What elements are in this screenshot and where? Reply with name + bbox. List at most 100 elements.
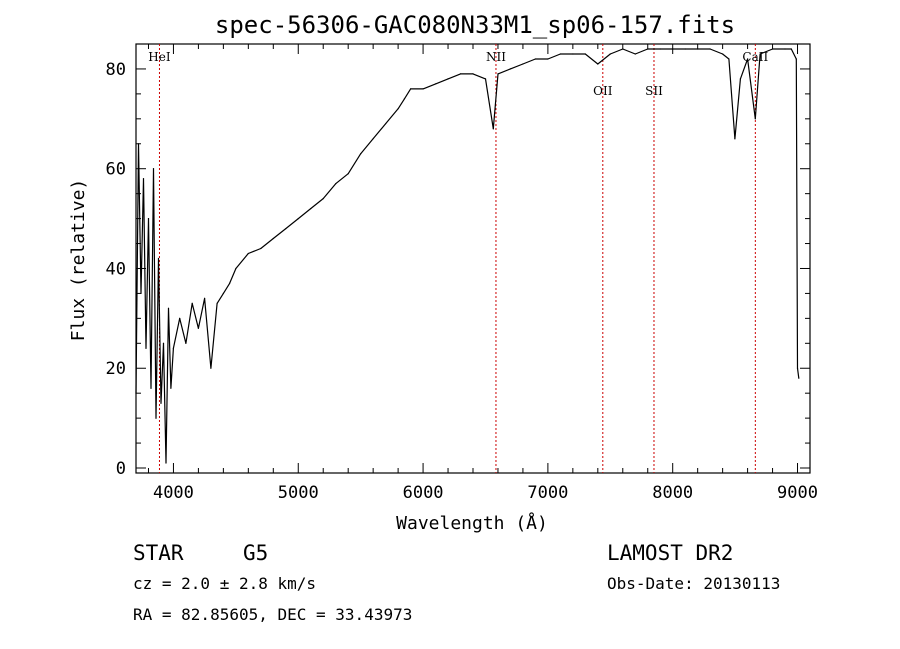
spectrum-point — [145, 347, 147, 349]
spectrum-point — [191, 302, 193, 304]
spectral-line-label: SII — [645, 84, 663, 98]
spectrum-point — [235, 267, 237, 270]
ra-dec-coordinates: RA = 82.85605, DEC = 33.43973 — [133, 605, 412, 624]
spectrum-point — [216, 302, 218, 304]
spectrum-point — [335, 183, 337, 185]
spectrum-point — [728, 58, 730, 60]
x-tick-label: 4000 — [153, 483, 194, 503]
survey-release: LAMOST DR2 — [607, 541, 733, 565]
spectrum-series — [135, 48, 800, 464]
spectrum-point — [297, 218, 299, 220]
spectrum-point — [137, 143, 140, 145]
spectrum-point — [709, 48, 711, 50]
spectrum-point — [403, 98, 405, 100]
spectrum-point — [472, 73, 474, 75]
spectrum-point — [739, 78, 742, 80]
y-tick-label: 80 — [106, 60, 126, 80]
x-tick-label: 9000 — [777, 483, 818, 503]
spectrum-point — [754, 118, 756, 120]
spectrum-point — [157, 257, 160, 260]
spectrum-line — [135, 48, 800, 464]
spectrum-point — [422, 88, 424, 90]
spectrum-point — [162, 342, 165, 344]
redshift-cz: cz = 2.0 ± 2.8 km/s — [133, 574, 316, 593]
spectrum-point — [285, 228, 287, 230]
spectrum-point — [795, 58, 797, 60]
spectrum-point — [272, 237, 274, 240]
spectrum-point — [484, 78, 487, 80]
x-tick-label: 7000 — [527, 483, 568, 503]
spectrum-point — [684, 48, 686, 50]
spectrum-point — [385, 123, 387, 125]
spectrum-point — [360, 153, 362, 155]
y-tick-label: 0 — [116, 459, 126, 479]
spectrum-point — [179, 317, 181, 319]
y-tick-label: 60 — [106, 160, 126, 180]
spectrum-point — [170, 387, 172, 389]
spectrum-point — [372, 138, 374, 140]
spectrum-point — [160, 402, 162, 404]
x-tick-label: 5000 — [278, 483, 319, 503]
y-tick-label: 40 — [106, 259, 126, 279]
spectrum-point — [142, 178, 145, 180]
spectrum-point — [229, 282, 231, 284]
spectrum-point — [152, 168, 155, 170]
spectrum-point — [734, 138, 736, 140]
spectrum-point — [572, 53, 574, 55]
spectrum-point — [772, 48, 774, 50]
object-subclass: G5 — [243, 541, 268, 565]
spectrum-point — [459, 73, 462, 75]
spectrum-point — [197, 327, 199, 329]
spectrum-point — [497, 73, 499, 75]
spectrum-point — [260, 247, 262, 250]
spectrum-point — [172, 347, 174, 349]
spectrum-point — [559, 53, 562, 55]
spectrum-point — [796, 367, 799, 369]
observation-date: Obs-Date: 20130113 — [607, 574, 780, 593]
spectrum-point — [509, 68, 511, 70]
plot-axes: 4000 5000 6000 7000 8000 9000 0 20 40 60 80 — [106, 43, 818, 503]
spectrum-point — [722, 53, 724, 55]
spectrum-point — [140, 292, 142, 294]
y-axis-label: Flux (relative) — [68, 179, 89, 342]
spectrum-point — [397, 108, 399, 110]
spectrum-point — [522, 63, 524, 65]
spectrum-point — [622, 48, 624, 50]
spectrum-point — [410, 88, 412, 90]
spectral-line-label: NII — [486, 50, 506, 64]
spectrum-point — [747, 58, 749, 60]
spectrum-point — [155, 417, 157, 419]
spectrum-point — [435, 83, 437, 85]
spectrum-point — [534, 58, 537, 60]
x-tick-label: 8000 — [652, 483, 693, 503]
spectral-line-label: HeI — [148, 50, 171, 64]
spectrum-point — [759, 53, 761, 55]
spectrum-point — [135, 392, 137, 394]
chart-title: spec-56306-GAC080N33M1_sp06-157.fits — [215, 11, 735, 39]
y-tick-label: 20 — [106, 359, 126, 379]
spectrum-point — [672, 48, 674, 50]
spectrum-point — [659, 48, 661, 50]
spectrum-point — [597, 63, 599, 65]
spectrum-point — [784, 48, 786, 50]
spectrum-point — [697, 48, 699, 50]
spectrum-point — [447, 78, 449, 80]
spectrum-point — [247, 252, 249, 255]
x-axis-label: Wavelength (Å) — [396, 512, 548, 534]
spectrum-point — [609, 53, 611, 55]
spectrum-point — [790, 48, 792, 50]
spectrum-info: STAR G5 cz = 2.0 ± 2.8 km/s RA = 82.8560… — [133, 541, 780, 624]
spectrum-point — [210, 367, 212, 369]
x-tick-label: 6000 — [403, 483, 444, 503]
plot-frame — [135, 43, 811, 474]
spectrum-point — [647, 48, 649, 50]
spectrum-point — [150, 387, 152, 389]
spectrum-point — [584, 53, 586, 55]
spectrum-point — [322, 198, 324, 200]
spectrum-point — [204, 297, 206, 299]
spectrum-point — [167, 307, 170, 309]
spectrum-point — [310, 208, 312, 210]
spectral-line-label: OII — [593, 84, 613, 98]
